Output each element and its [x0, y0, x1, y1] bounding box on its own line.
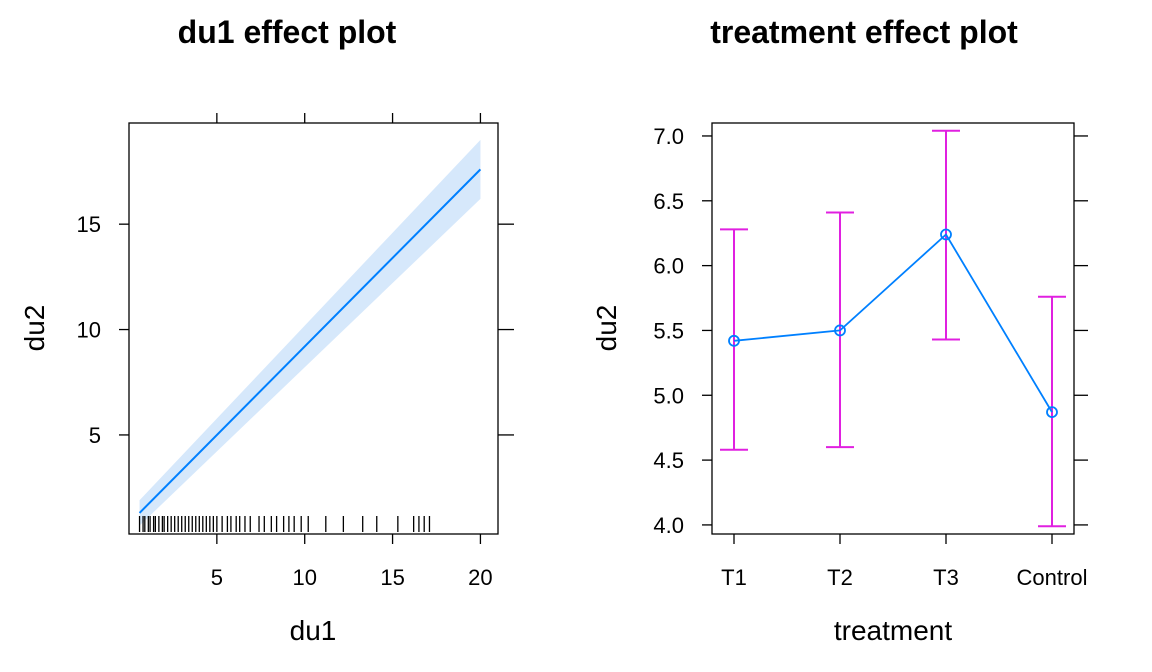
chart-title-treatment: treatment effect plot — [710, 14, 1018, 50]
y-axis-label-du1: du2 — [19, 305, 50, 352]
data-point — [728, 334, 740, 347]
effect-line — [733, 233, 1053, 413]
x-tick-label: 20 — [468, 565, 492, 590]
y-tick-label: 4.0 — [653, 513, 684, 538]
data-point — [1046, 406, 1058, 419]
x-tick-label: 15 — [380, 565, 404, 590]
x-axis-label-du1: du1 — [290, 615, 337, 646]
y-tick-label: 5.0 — [653, 383, 684, 408]
x-axis-label-treatment: treatment — [834, 615, 952, 646]
x-tick-label: 5 — [211, 565, 223, 590]
y-tick-label: 4.5 — [653, 448, 684, 473]
y-tick-label: 7.0 — [653, 124, 684, 149]
x-tick-label: 10 — [292, 565, 316, 590]
confidence-band — [139, 139, 481, 526]
plot-area-du1: 5 10 15 20 5 10 15 — [77, 113, 514, 590]
y-tick-label: 5 — [89, 423, 101, 448]
plot-frame-du1 — [128, 122, 499, 535]
data-point — [834, 324, 846, 337]
plot-frame-treatment — [711, 122, 1075, 535]
plot-area-treatment: T1 T2 T3 Control 4.0 4.5 5.0 5.5 6.0 6.5 7.0 — [653, 124, 1088, 590]
x-tick-label: Control — [1017, 565, 1088, 590]
y-tick-label: 15 — [77, 212, 101, 237]
y-tick-label: 6.0 — [653, 254, 684, 279]
y-tick-label: 5.5 — [653, 318, 684, 343]
chart-title-du1: du1 effect plot — [178, 14, 397, 50]
x-tick-label: T3 — [933, 565, 959, 590]
x-tick-label: T2 — [827, 565, 853, 590]
x-tick-label: T1 — [721, 565, 747, 590]
y-tick-label: 6.5 — [653, 189, 684, 214]
effect-line — [138, 168, 482, 514]
data-point — [940, 228, 952, 241]
y-tick-label: 10 — [77, 318, 101, 343]
y-axis-label-treatment: du2 — [591, 305, 622, 352]
